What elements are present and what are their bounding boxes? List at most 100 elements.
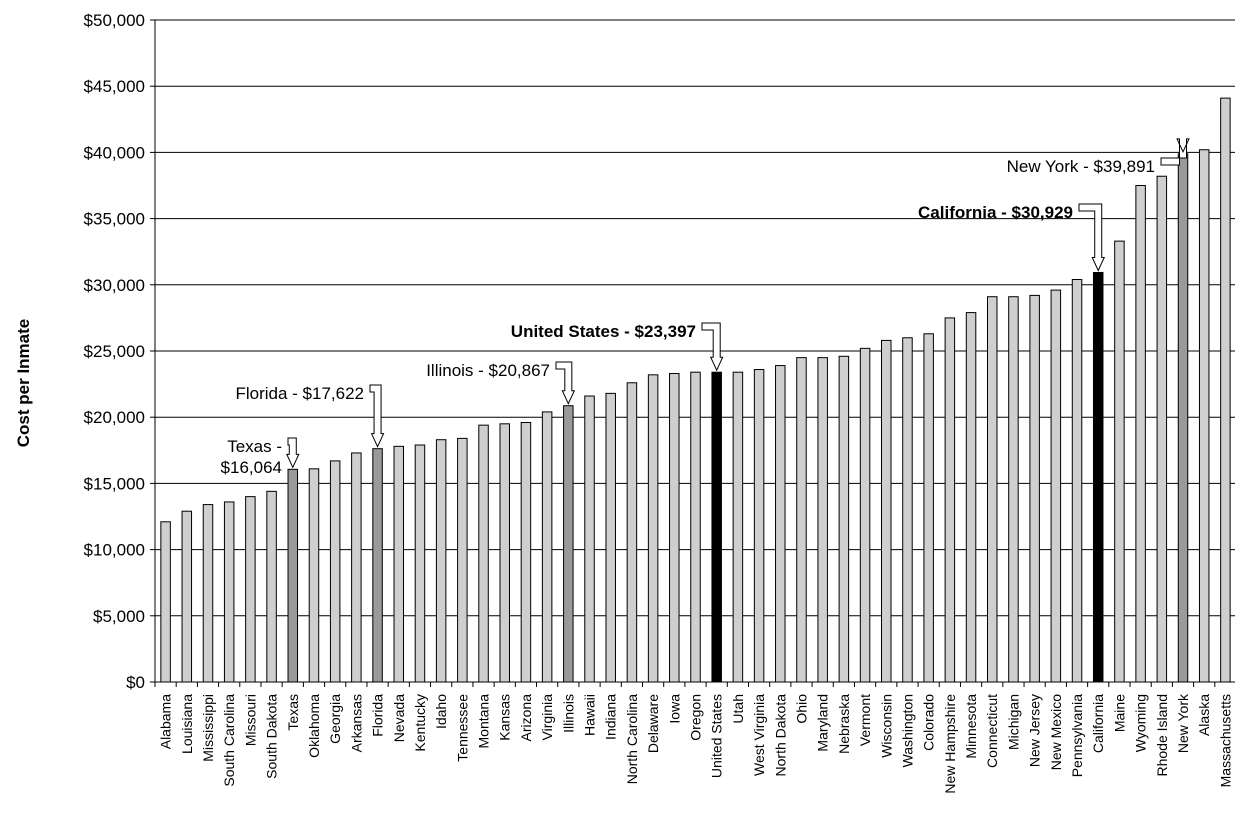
x-tick-label-new-jersey: New Jersey [1027, 694, 1043, 767]
bar-new-hampshire [944, 317, 956, 683]
bar-alabama [160, 521, 171, 683]
annotation-line: California - $30,929 [918, 203, 1073, 222]
x-tick-label-alaska: Alaska [1196, 694, 1212, 736]
x-tick-label-north-carolina: North Carolina [624, 694, 640, 784]
bar-united-states [711, 371, 722, 683]
bars [160, 97, 1231, 683]
bar-utah [732, 371, 744, 683]
annotation-line: New York - $39,891 [1007, 157, 1155, 176]
x-tick-label-california: California [1090, 694, 1106, 753]
bar-virginia [541, 411, 553, 683]
x-tick-label-hawaii: Hawaii [582, 694, 598, 736]
y-axis-tick-labels: $0 $5,000 $10,000 $15,000 $20,000 $25,000 $30,… [84, 11, 145, 692]
x-tick-label-texas: Texas [285, 694, 301, 731]
x-tick-label-montana: Montana [476, 694, 492, 749]
annotation-arrow-texas [285, 437, 300, 469]
x-tick-label-maine: Maine [1111, 694, 1127, 732]
bar-california [1092, 272, 1104, 683]
x-tick-label-tennessee: Tennessee [454, 694, 470, 762]
bar-arkansas [351, 452, 362, 683]
annotation-arrow-new-york [1160, 138, 1190, 166]
bar-north-dakota [775, 365, 786, 683]
x-tick-label-connecticut: Connecticut [984, 694, 1000, 768]
bar-alaska [1198, 149, 1210, 683]
x-tick-label-south-carolina: South Carolina [221, 694, 237, 787]
bar-florida [372, 448, 383, 683]
x-tick-label-iowa: Iowa [666, 694, 682, 724]
x-tick-label-georgia: Georgia [327, 694, 343, 744]
bar-new-mexico [1050, 289, 1062, 683]
annotation-line: United States - $23,397 [511, 322, 696, 341]
annotation-arrow-united-states [701, 322, 724, 372]
x-tick-label-wisconsin: Wisconsin [878, 694, 894, 758]
x-tick-label-mississippi: Mississippi [200, 694, 216, 762]
bar-maine [1114, 240, 1125, 683]
x-tick-label-ohio: Ohio [793, 694, 809, 724]
y-tick-label-10000: $10,000 [84, 541, 145, 560]
y-tick-label-5000: $5,000 [93, 607, 145, 626]
x-tick-label-arkansas: Arkansas [348, 694, 364, 752]
bar-idaho [435, 439, 447, 683]
y-tick-label-50000: $50,000 [84, 11, 145, 30]
bar-pennsylvania [1071, 279, 1083, 683]
annotation-label-united-states: United States - $23,397 [511, 322, 696, 341]
bar-michigan [1008, 296, 1019, 683]
bar-nevada [393, 445, 405, 683]
bar-nebraska [838, 355, 850, 683]
bar-massachusetts [1220, 97, 1231, 683]
bar-mississippi [202, 504, 214, 683]
x-tick-label-new-hampshire: New Hampshire [942, 694, 958, 794]
bar-south-dakota [266, 490, 277, 683]
x-tick-label-nebraska: Nebraska [836, 694, 852, 754]
x-tick-label-rhode-island: Rhode Island [1154, 694, 1170, 777]
annotation-arrow-california [1078, 203, 1106, 272]
bar-montana [478, 424, 489, 683]
annotation-arrow-florida [369, 384, 385, 448]
bar-minnesota [965, 312, 977, 683]
annotations: New York - $39,891 California - $30,929 Un… [221, 138, 1190, 477]
annotation-line: Florida - $17,622 [235, 384, 364, 403]
bar-ohio [796, 357, 807, 683]
bar-missouri [245, 496, 256, 683]
annotation-line: $16,064 [221, 458, 282, 477]
bar-rhode-island [1156, 175, 1168, 683]
x-tick-label-florida: Florida [370, 694, 386, 737]
x-axis-tick-labels: Alabama Louisiana Mississippi South Carolin… [158, 693, 1234, 794]
x-tick-label-new-mexico: New Mexico [1048, 694, 1064, 770]
annotation-label-florida: Florida - $17,622 [235, 384, 364, 403]
y-tick-label-0: $0 [126, 673, 145, 692]
y-tick-label-15000: $15,000 [84, 474, 145, 493]
x-tick-label-kentucky: Kentucky [412, 694, 428, 752]
bar-maryland [817, 357, 828, 683]
x-tick-label-wyoming: Wyoming [1133, 694, 1149, 752]
bar-illinois [563, 405, 574, 683]
y-axis-label: Cost per Inmate [14, 319, 33, 447]
annotation-label-texas: Texas - $16,064 [221, 437, 282, 477]
x-tick-label-vermont: Vermont [857, 694, 873, 746]
x-tick-label-minnesota: Minnesota [963, 694, 979, 759]
annotation-line: Texas - [227, 437, 282, 456]
x-tick-label-michigan: Michigan [1005, 694, 1021, 750]
annotation-label-illinois: Illinois - $20,867 [426, 361, 550, 380]
x-tick-label-pennsylvania: Pennsylvania [1069, 694, 1085, 777]
x-tick-label-indiana: Indiana [603, 694, 619, 740]
x-tick-label-new-york: New York [1175, 693, 1191, 753]
x-tick-label-united-states: United States [709, 694, 725, 778]
bar-connecticut [986, 296, 998, 683]
bar-west-virginia [753, 369, 765, 683]
x-tick-label-oklahoma: Oklahoma [306, 694, 322, 758]
y-tick-label-40000: $40,000 [84, 143, 145, 162]
x-tick-label-nevada: Nevada [391, 694, 407, 742]
bar-new-jersey [1029, 294, 1040, 683]
x-tick-label-south-dakota: South Dakota [264, 694, 280, 779]
bar-texas [287, 468, 299, 683]
x-tick-label-north-dakota: North Dakota [772, 694, 788, 777]
bar-vermont [859, 347, 871, 683]
y-tick-label-35000: $35,000 [84, 210, 145, 229]
bar-north-carolina [626, 382, 638, 683]
bar-oregon [690, 371, 701, 683]
bar-colorado [923, 333, 934, 683]
annotation-label-california: California - $30,929 [918, 203, 1073, 222]
x-tick-label-missouri: Missouri [242, 694, 258, 746]
